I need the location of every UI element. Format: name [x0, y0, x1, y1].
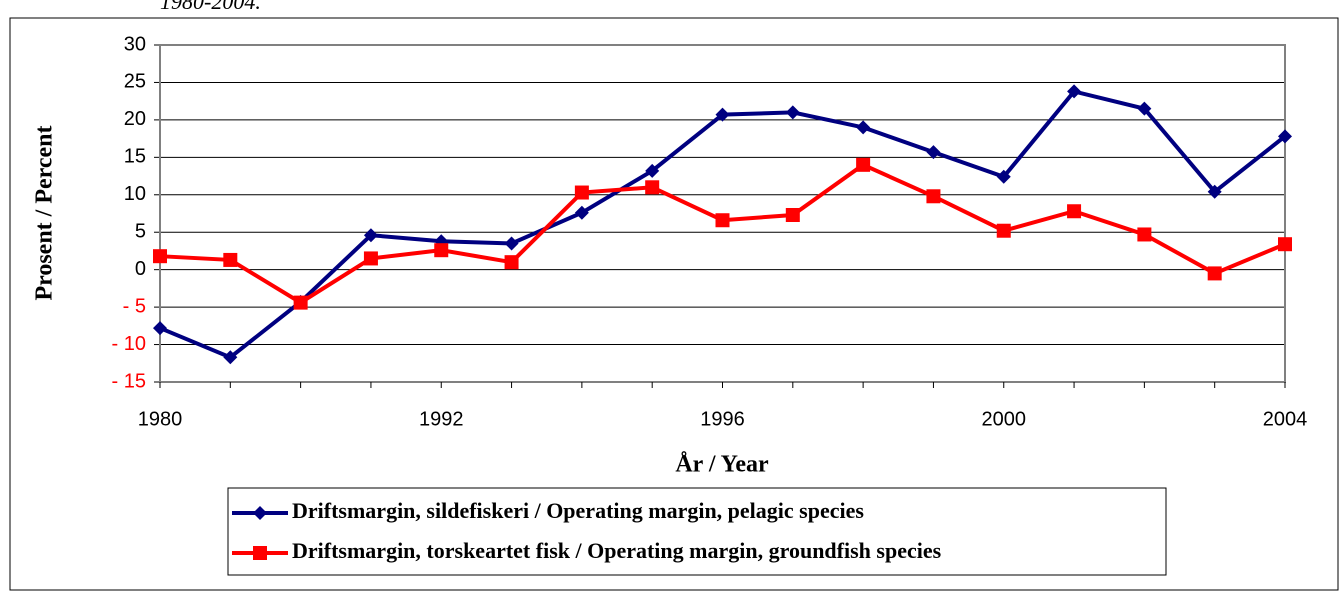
data-point [856, 120, 871, 135]
data-point [434, 243, 449, 258]
x-tick-label: 1992 [419, 408, 464, 430]
data-point [293, 295, 308, 310]
data-point [1137, 227, 1152, 242]
data-point [1137, 101, 1152, 116]
y-tick-label: 5 [135, 221, 146, 243]
y-tick-label: 15 [124, 146, 146, 168]
y-tick-label: 10 [124, 183, 146, 205]
data-point [363, 228, 378, 243]
data-point [996, 223, 1011, 238]
y-tick-label: 0 [135, 258, 146, 280]
data-point [785, 105, 800, 120]
data-point [856, 157, 871, 172]
data-point [1067, 84, 1082, 99]
data-point [645, 163, 660, 178]
data-point [223, 350, 238, 365]
x-axis-title: År / Year [675, 452, 769, 478]
legend-marker [253, 506, 267, 520]
y-tick-label: - 10 [112, 333, 146, 355]
legend-marker [253, 546, 267, 560]
y-tick-label: 20 [124, 108, 146, 130]
data-point [504, 236, 519, 251]
data-point [926, 145, 941, 160]
y-tick-label: - 15 [112, 370, 146, 392]
x-tick-label: 2004 [1263, 408, 1308, 430]
data-point [504, 255, 519, 270]
data-point [926, 189, 941, 204]
data-point [645, 180, 660, 195]
legend-label: Driftsmargin, torskeartet fisk / Operati… [292, 538, 942, 563]
data-point [715, 213, 730, 228]
data-point [574, 205, 589, 220]
data-point [1207, 184, 1222, 199]
y-tick-label: 25 [124, 71, 146, 93]
data-point [1278, 129, 1292, 144]
data-point [1067, 204, 1082, 219]
data-point [363, 251, 378, 266]
series-line [159, 162, 1286, 305]
y-tick-label: - 5 [123, 295, 146, 317]
x-tick-label: 1996 [700, 408, 745, 430]
data-point [153, 321, 167, 336]
legend-label: Driftsmargin, sildefiskeri / Operating m… [292, 498, 864, 523]
y-tick-label: 30 [124, 33, 146, 55]
x-tick-label: 1980 [138, 408, 183, 430]
legend-box [227, 487, 1167, 576]
data-point [1278, 237, 1292, 252]
y-axis-title: Prosent / Percent [32, 125, 58, 300]
data-point [1207, 266, 1222, 281]
data-point [996, 169, 1011, 184]
data-point [715, 107, 730, 122]
caption-fragment: 1980-2004. [160, 0, 261, 14]
data-point [223, 252, 238, 267]
data-point [574, 185, 589, 200]
x-tick-label: 2000 [982, 408, 1027, 430]
chart-frame [9, 17, 1339, 591]
data-point [785, 207, 800, 222]
data-point [153, 249, 167, 264]
